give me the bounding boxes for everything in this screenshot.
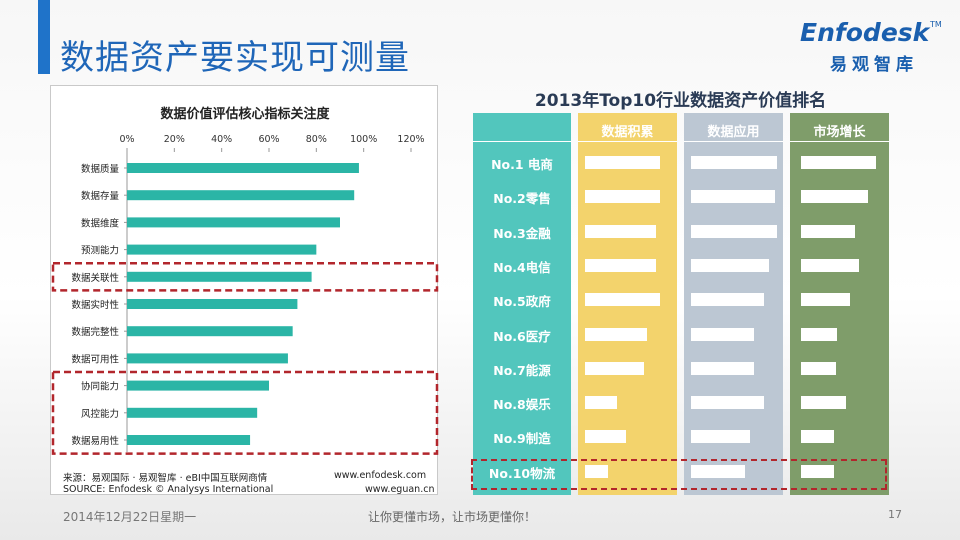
slide-title: 数据资产要实现可测量 bbox=[60, 38, 410, 78]
score-bar-growth bbox=[801, 156, 876, 169]
bar bbox=[127, 407, 258, 418]
category-label: 数据实时性 bbox=[71, 299, 119, 311]
score-bar-accum bbox=[585, 327, 647, 341]
score-bar-growth bbox=[801, 327, 837, 341]
category-label: 风控能力 bbox=[81, 408, 119, 420]
score-bar-growth bbox=[801, 190, 868, 204]
score-bar-accum bbox=[585, 224, 656, 238]
highlight-box bbox=[51, 261, 439, 292]
score-bar-app bbox=[691, 430, 750, 444]
highlight-row-box bbox=[471, 459, 887, 490]
score-bar-growth bbox=[801, 293, 850, 307]
category-label: 数据质量 bbox=[81, 163, 120, 175]
footer-date: 2014年12月22日星期一 bbox=[63, 510, 197, 524]
x-tick-label: 0% bbox=[119, 134, 134, 145]
score-bar-accum bbox=[585, 396, 617, 410]
x-tick-label: 40% bbox=[211, 134, 232, 145]
ranking-title: 2013年Top10行业数据资产价值排名 bbox=[534, 91, 827, 111]
header-growth: 市场增长 bbox=[813, 125, 866, 140]
bar bbox=[127, 353, 288, 364]
bar bbox=[127, 271, 312, 282]
rank-column bbox=[473, 113, 571, 495]
rank-label: No.10物流 bbox=[488, 465, 556, 481]
chart-source-en: SOURCE: Enfodesk © Analysys Internationa… bbox=[63, 484, 274, 495]
bar bbox=[127, 326, 293, 337]
bar bbox=[127, 435, 251, 445]
category-label: 数据关联性 bbox=[71, 272, 119, 284]
x-tick-label: 60% bbox=[258, 134, 279, 145]
rank-label: No.3金融 bbox=[493, 225, 551, 241]
score-bar-growth bbox=[801, 430, 834, 444]
bar bbox=[127, 163, 359, 173]
header-accumulation: 数据积累 bbox=[601, 125, 654, 140]
bar bbox=[127, 244, 317, 255]
logo-wordmark: Enfodesk bbox=[800, 18, 930, 47]
chart-title: 数据价值评估核心指标关注度 bbox=[160, 106, 330, 122]
score-bar-growth bbox=[801, 258, 859, 272]
score-bar-growth bbox=[801, 361, 836, 375]
page-number: 17 bbox=[888, 508, 902, 521]
chart-url-eguan: www.eguan.cn bbox=[365, 484, 435, 495]
x-tick-label: 120% bbox=[397, 134, 424, 145]
score-bar-accum bbox=[585, 156, 660, 169]
rank-label: No.5政府 bbox=[493, 294, 551, 310]
score-bar-growth bbox=[801, 396, 846, 410]
category-label: 预测能力 bbox=[81, 245, 119, 257]
score-bar-app bbox=[691, 396, 764, 410]
category-label: 数据完整性 bbox=[71, 326, 119, 338]
rank-label: No.6医疗 bbox=[493, 328, 551, 344]
score-bar-accum bbox=[585, 293, 660, 307]
category-label: 数据存量 bbox=[81, 190, 120, 202]
score-bar-accum bbox=[585, 430, 626, 444]
bar bbox=[127, 217, 340, 228]
category-label: 数据可用性 bbox=[71, 353, 119, 365]
enfodesk-logo: Enfodesk TM 易观智库 bbox=[800, 18, 942, 78]
indicator-chart-panel: 数据价值评估核心指标关注度 0% 20% 40% 60% 80% 100% 120% 数据质量数… bbox=[50, 85, 439, 495]
rank-label: No.4电信 bbox=[493, 259, 551, 275]
score-bar-accum bbox=[585, 190, 660, 204]
title-accent-bar bbox=[38, 0, 50, 74]
x-tick-label: 100% bbox=[350, 134, 377, 145]
chart-url-enfodesk: www.enfodesk.com bbox=[334, 470, 427, 481]
score-bar-app bbox=[691, 361, 754, 375]
category-label: 数据维度 bbox=[81, 217, 120, 229]
chart-source-cn: 来源：易观国际 · 易观智库 · eBI中国互联网商情 bbox=[63, 473, 268, 484]
logo-chinese-name: 易观智库 bbox=[830, 55, 918, 75]
rank-label: No.2零售 bbox=[493, 191, 551, 207]
score-bar-accum bbox=[585, 258, 656, 272]
category-label: 数据易用性 bbox=[71, 435, 119, 447]
x-tick-label: 80% bbox=[306, 134, 327, 145]
rank-label: No.8娱乐 bbox=[493, 397, 551, 413]
bar bbox=[127, 380, 269, 391]
header-divider bbox=[473, 141, 571, 142]
score-bar-app bbox=[691, 224, 777, 238]
score-bar-app bbox=[691, 464, 745, 478]
score-bar-app bbox=[691, 258, 769, 272]
score-bar-growth bbox=[801, 464, 834, 478]
score-bar-app bbox=[691, 327, 754, 341]
score-bar-growth bbox=[801, 224, 855, 238]
rank-label: No.1 电商 bbox=[491, 157, 553, 172]
score-bar-app bbox=[691, 190, 775, 204]
bar bbox=[127, 190, 355, 201]
x-tick-label: 20% bbox=[164, 134, 185, 145]
logo-trademark: TM bbox=[930, 20, 942, 29]
score-bar-accum bbox=[585, 361, 644, 375]
header-divider bbox=[578, 141, 677, 142]
rank-label: No.9制造 bbox=[493, 431, 551, 447]
score-bar-accum bbox=[585, 464, 608, 478]
rank-label: No.7能源 bbox=[493, 362, 551, 378]
score-bar-app bbox=[691, 156, 777, 169]
indicator-bar-chart: 数据价值评估核心指标关注度 0% 20% 40% 60% 80% 100% 120% 数据质量数… bbox=[51, 106, 439, 455]
bar bbox=[127, 299, 298, 309]
score-bar-app bbox=[691, 293, 764, 307]
header-divider bbox=[684, 141, 783, 142]
category-label: 协同能力 bbox=[81, 381, 119, 393]
header-application: 数据应用 bbox=[707, 125, 760, 140]
highlight-box bbox=[51, 370, 439, 455]
header-divider bbox=[790, 141, 889, 142]
footer-slogan: 让你更懂市场，让市场更懂你！ bbox=[368, 510, 537, 524]
